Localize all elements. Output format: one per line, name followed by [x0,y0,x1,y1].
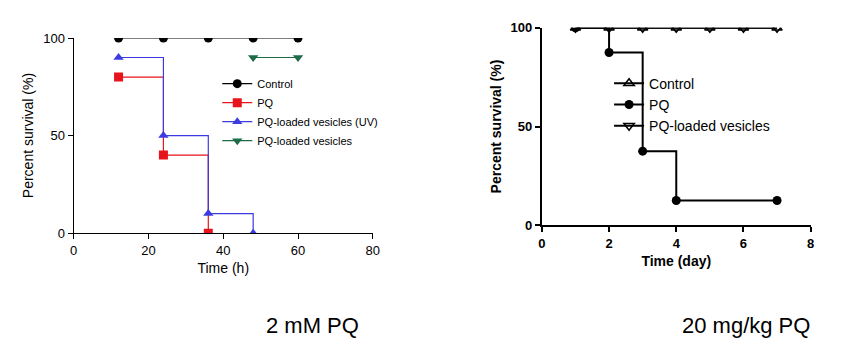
svg-text:PQ-loaded vesicles: PQ-loaded vesicles [649,118,770,134]
svg-text:60: 60 [291,243,305,258]
svg-text:80: 80 [366,243,380,258]
svg-text:0: 0 [525,218,532,233]
svg-text:2: 2 [605,236,612,251]
svg-text:8: 8 [807,236,814,251]
svg-text:PQ-loaded vesicles: PQ-loaded vesicles [257,135,352,147]
svg-text:0: 0 [58,226,65,241]
svg-text:PQ: PQ [649,97,669,113]
svg-text:50: 50 [518,119,532,134]
svg-text:Control: Control [649,76,694,92]
svg-text:Time (h): Time (h) [197,260,249,276]
svg-text:PQ-loaded vesicles (UV): PQ-loaded vesicles (UV) [257,116,377,128]
svg-text:0: 0 [538,236,545,251]
svg-text:Percent survival (%): Percent survival (%) [20,73,36,198]
svg-text:0: 0 [70,243,77,258]
svg-text:2 mM PQ: 2 mM PQ [266,313,359,338]
svg-text:Control: Control [257,78,292,90]
svg-text:20: 20 [141,243,155,258]
svg-text:PQ: PQ [257,97,273,109]
svg-text:100: 100 [511,20,533,35]
svg-text:20 mg/kg PQ: 20 mg/kg PQ [682,313,810,338]
svg-text:6: 6 [740,236,747,251]
svg-text:50: 50 [51,128,65,143]
svg-text:40: 40 [216,243,230,258]
svg-text:4: 4 [673,236,681,251]
svg-text:Percent survival (%): Percent survival (%) [488,60,504,194]
svg-text:100: 100 [43,31,65,46]
svg-text:Time (day): Time (day) [641,253,711,269]
